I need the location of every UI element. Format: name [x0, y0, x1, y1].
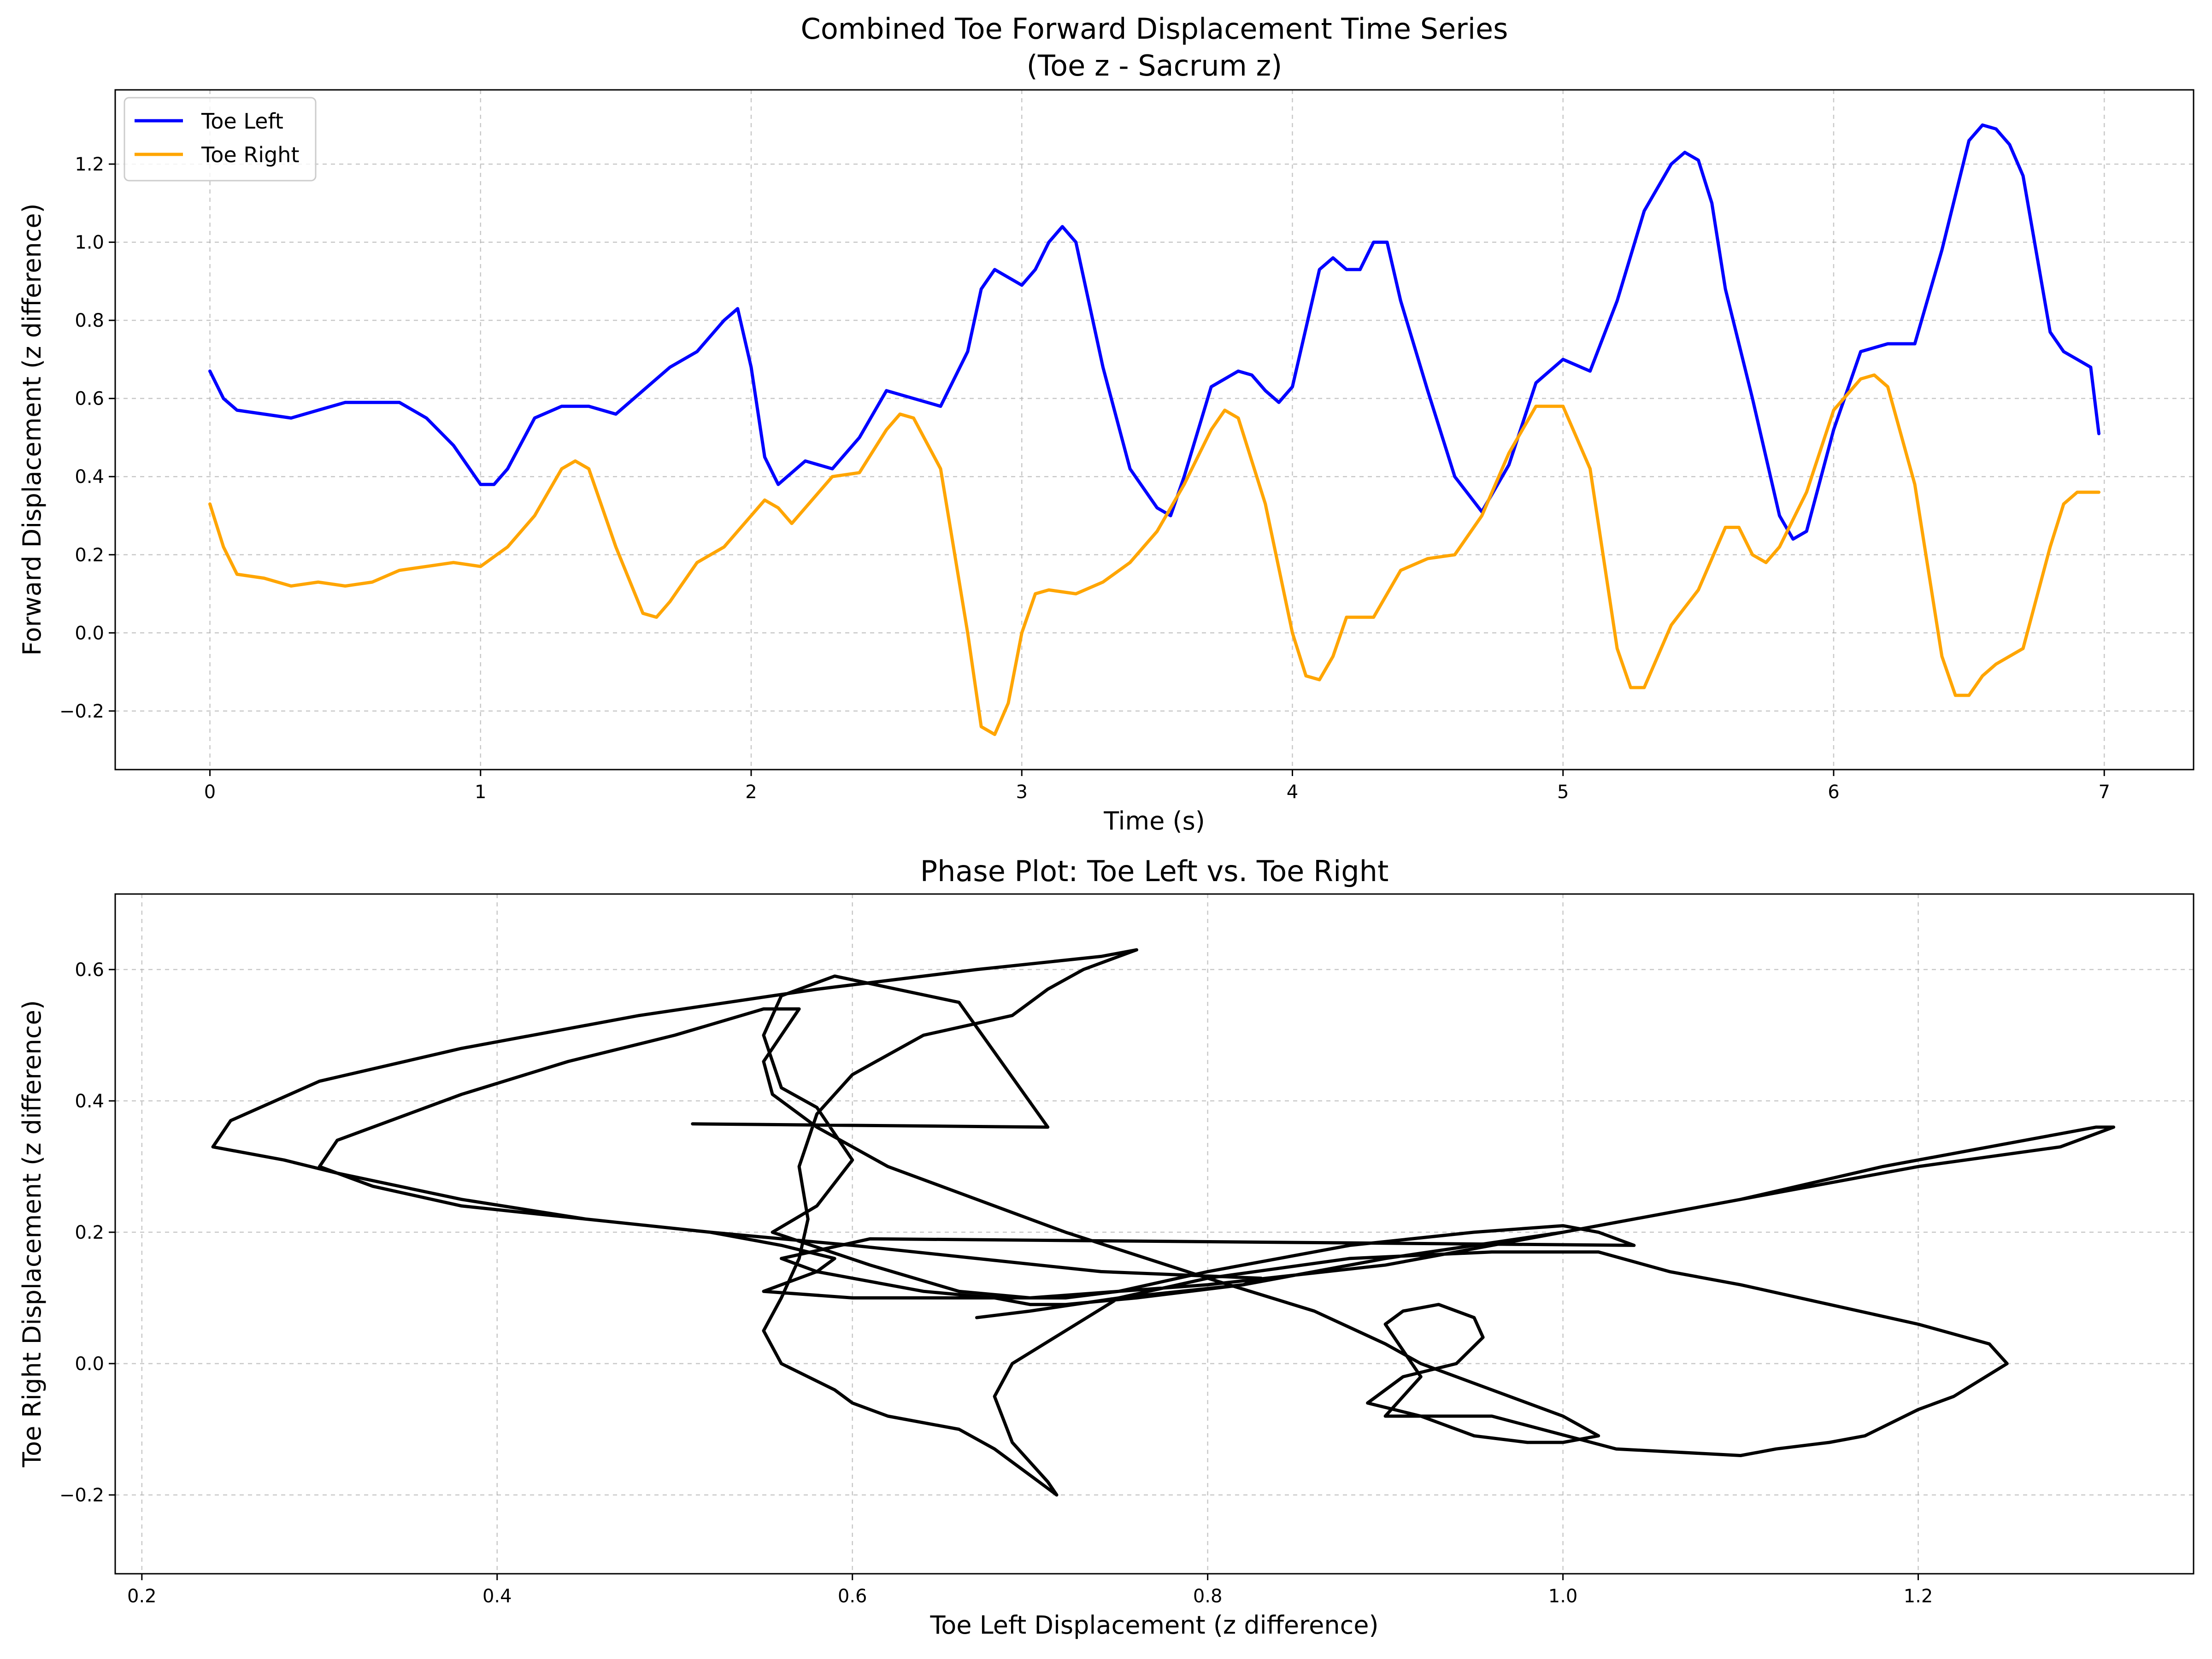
time-series-chart: Combined Toe Forward Displacement Time S…: [18, 12, 2194, 835]
time-series-x-tick-label: 5: [1557, 782, 1569, 803]
time-series-x-tick-label: 6: [1828, 782, 1839, 803]
legend-label-toe-left: Toe Left: [201, 109, 283, 134]
phase-plot-x-tick-label: 0.8: [1193, 1586, 1223, 1607]
phase-plot-line-series-0: [211, 948, 2115, 1497]
time-series-y-tick-label: 1.0: [75, 232, 104, 253]
phase-plot-y-tick-label: −0.2: [59, 1485, 104, 1506]
time-series-y-tick-label: 1.2: [75, 154, 104, 175]
phase-plot-x-tick-label: 0.4: [482, 1586, 512, 1607]
time-series-y-tick-label: 0.6: [75, 388, 104, 410]
phase-plot-x-tick-label: 1.0: [1548, 1586, 1578, 1607]
phase-plot-title: Phase Plot: Toe Left vs. Toe Right: [920, 854, 1389, 888]
time-series-x-tick-label: 7: [2098, 782, 2110, 803]
phase-plot-x-tick-label: 0.2: [127, 1586, 157, 1607]
phase-plot-y-axis-label: Toe Right Displacement (z difference): [18, 1000, 47, 1468]
time-series-ticks: 0 1 2 3 4 5 6 7 −0.2 0.0 0.2 0.4 0.6 0.8 1.0 1.2: [59, 154, 2110, 803]
phase-plot-x-tick-label: 0.6: [838, 1586, 867, 1607]
phase-plot-y-tick-label: 0.4: [75, 1091, 104, 1112]
time-series-y-axis-label: Forward Displacement (z difference): [18, 203, 47, 655]
time-series-y-tick-label: 0.8: [75, 310, 104, 331]
phase-plot-lines: [211, 948, 2115, 1497]
time-series-axes-frame: [114, 89, 2194, 771]
time-series-title-line-1: Combined Toe Forward Displacement Time S…: [801, 12, 1508, 46]
legend-box: [124, 97, 317, 182]
legend: Toe Left Toe Right: [124, 97, 317, 182]
time-series-y-tick-label: 0.0: [75, 623, 104, 644]
phase-plot-axes-frame: [114, 893, 2194, 1575]
time-series-x-tick-label: 0: [204, 782, 216, 803]
time-series-line-toe-right: [208, 373, 2100, 736]
phase-plot-x-axis-label: Toe Left Displacement (z difference): [930, 1611, 1378, 1640]
time-series-y-tick-label: 0.2: [75, 545, 104, 566]
phase-plot-y-tick-label: 0.0: [75, 1353, 104, 1375]
time-series-x-tick-label: 3: [1016, 782, 1028, 803]
phase-plot-grid: [115, 894, 2194, 1574]
time-series-y-tick-label: −0.2: [59, 701, 104, 722]
time-series-title-line-2: (Toe z - Sacrum z): [1027, 49, 1282, 82]
time-series-x-axis-label: Time (s): [1103, 806, 1205, 835]
time-series-y-tick-label: 0.4: [75, 466, 104, 488]
time-series-x-tick-label: 2: [745, 782, 757, 803]
legend-label-toe-right: Toe Right: [201, 142, 299, 167]
time-series-line-toe-left: [208, 123, 2100, 541]
phase-plot-x-tick-label: 1.2: [1904, 1586, 1933, 1607]
time-series-x-tick-label: 1: [475, 782, 486, 803]
time-series-grid: [115, 90, 2194, 770]
phase-plot-ticks: 0.2 0.4 0.6 0.8 1.0 1.2 −0.2 0.0 0.2 0.4 0.6: [59, 959, 1933, 1607]
time-series-lines: [208, 123, 2100, 736]
phase-plot-y-tick-label: 0.6: [75, 959, 104, 981]
phase-plot-chart: Phase Plot: Toe Left vs. Toe Right 0.2 0.…: [18, 854, 2194, 1640]
phase-plot-y-tick-label: 0.2: [75, 1222, 104, 1243]
time-series-x-tick-label: 4: [1287, 782, 1298, 803]
